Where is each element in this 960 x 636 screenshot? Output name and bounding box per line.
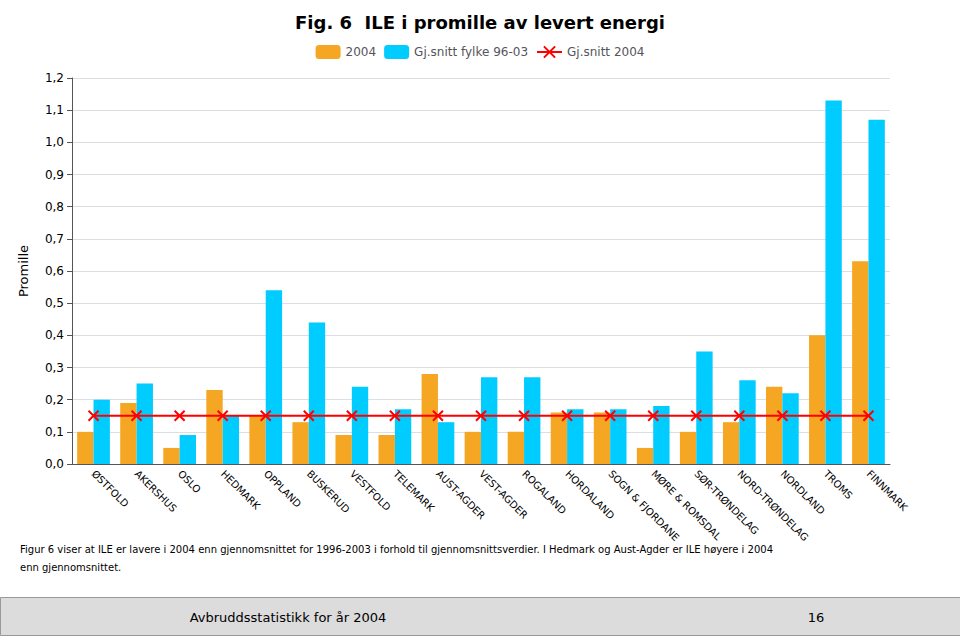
svg-text:MØRE & ROMSDAL: MØRE & ROMSDAL (649, 468, 724, 542)
svg-text:1,2: 1,2 (45, 71, 64, 85)
svg-text:0,6: 0,6 (45, 264, 64, 278)
svg-text:Avbruddsstatistikk for år 2004: Avbruddsstatistikk for år 2004 (190, 610, 387, 625)
svg-text:OSLO: OSLO (176, 468, 203, 495)
svg-text:0,2: 0,2 (45, 393, 64, 407)
svg-text:NORDLAND: NORDLAND (778, 468, 827, 517)
svg-text:ØSTFOLD: ØSTFOLD (90, 468, 131, 509)
svg-text:0,5: 0,5 (45, 296, 64, 310)
svg-text:AKERSHUS: AKERSHUS (133, 468, 179, 514)
svg-text:Promille: Promille (16, 245, 31, 297)
svg-text:Gj.snitt 2004: Gj.snitt 2004 (567, 45, 644, 59)
svg-text:ROGALAND: ROGALAND (520, 468, 568, 516)
svg-text:2004: 2004 (346, 45, 377, 59)
svg-text:Fig. 6 ILE i promille av leve: Fig. 6 ILE i promille av levert energi (295, 12, 665, 33)
svg-text:SØR-TRØNDELAG: SØR-TRØNDELAG (692, 468, 761, 537)
svg-text:0,4: 0,4 (45, 328, 64, 342)
svg-text:0,9: 0,9 (45, 168, 64, 182)
svg-text:BUSKERUD: BUSKERUD (305, 468, 352, 515)
svg-text:0,7: 0,7 (45, 232, 64, 246)
svg-text:VESTFOLD: VESTFOLD (348, 468, 393, 513)
svg-text:enn gjennomsnittet.: enn gjennomsnittet. (20, 562, 121, 573)
svg-text:FINNMARK: FINNMARK (865, 468, 910, 513)
svg-text:VEST-AGDER: VEST-AGDER (477, 468, 530, 521)
svg-text:16: 16 (808, 610, 825, 625)
svg-text:TROMS: TROMS (821, 467, 855, 501)
svg-text:HEDMARK: HEDMARK (219, 468, 263, 512)
svg-text:HORDALAND: HORDALAND (563, 468, 617, 522)
svg-text:0,1: 0,1 (45, 425, 64, 439)
svg-text:1,1: 1,1 (45, 103, 64, 117)
svg-text:0,0: 0,0 (45, 457, 64, 471)
svg-text:1,0: 1,0 (45, 135, 64, 149)
svg-text:Gj.snitt fylke 96-03: Gj.snitt fylke 96-03 (414, 45, 528, 59)
svg-text:0,8: 0,8 (45, 200, 64, 214)
svg-text:OPPLAND: OPPLAND (262, 468, 304, 510)
svg-text:Figur 6 viser at ILE er lavere: Figur 6 viser at ILE er lavere i 2004 en… (20, 544, 773, 555)
svg-text:NORD-TRØNDELAG: NORD-TRØNDELAG (735, 468, 810, 543)
svg-text:SOGN & FJORDANE: SOGN & FJORDANE (606, 468, 681, 543)
svg-text:0,3: 0,3 (45, 361, 64, 375)
svg-text:AUST-AGDER: AUST-AGDER (434, 468, 488, 522)
svg-text:TELEMARK: TELEMARK (390, 467, 436, 513)
